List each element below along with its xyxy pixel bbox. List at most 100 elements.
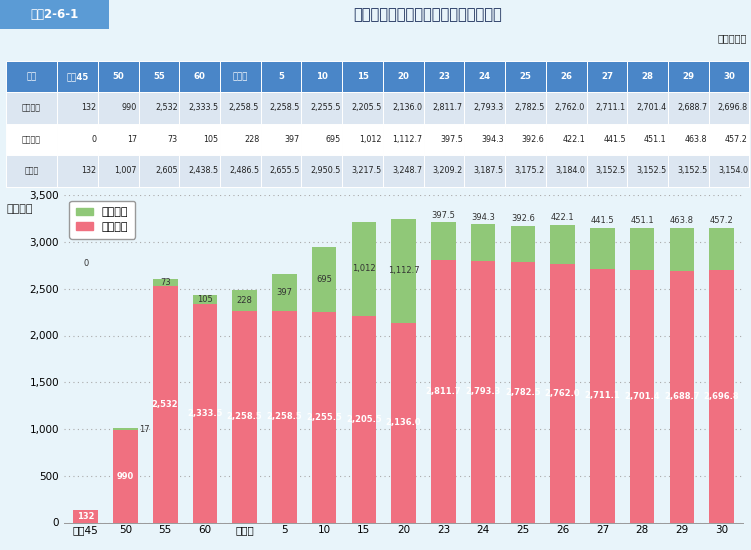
Bar (587, 92, 627, 124)
Text: 2,486.5: 2,486.5 (229, 166, 259, 175)
Bar (587, 155, 627, 186)
Text: 29: 29 (683, 72, 695, 81)
Bar (113, 430, 137, 522)
Text: 17: 17 (140, 425, 150, 433)
Text: 73: 73 (160, 278, 170, 287)
Bar (668, 92, 709, 124)
Text: 20: 20 (397, 72, 409, 81)
Text: 695: 695 (316, 274, 332, 284)
Bar (464, 155, 505, 186)
Bar (220, 61, 261, 92)
Text: 3,175.2: 3,175.2 (514, 166, 544, 175)
Bar (192, 294, 217, 304)
Bar (424, 92, 464, 124)
Bar (505, 61, 546, 92)
Text: 3,184.0: 3,184.0 (555, 166, 585, 175)
Bar (630, 228, 654, 270)
Legend: 特別補助, 一般補助: 特別補助, 一般補助 (69, 201, 134, 239)
Bar (153, 286, 177, 522)
Text: 2,655.5: 2,655.5 (270, 166, 300, 175)
Bar (342, 92, 383, 124)
Bar (505, 155, 546, 186)
Text: 2,762.0: 2,762.0 (555, 103, 585, 112)
Bar (550, 264, 575, 522)
Text: 2,205.5: 2,205.5 (346, 415, 382, 424)
Bar (505, 92, 546, 124)
Text: 2,701.4: 2,701.4 (624, 392, 660, 401)
Bar (505, 124, 546, 155)
Bar (590, 269, 615, 522)
Bar (301, 124, 342, 155)
Bar (0, 0, 109, 29)
Text: 昭和45: 昭和45 (66, 72, 89, 81)
Text: 2,696.8: 2,696.8 (718, 103, 748, 112)
Text: 1,112.7: 1,112.7 (388, 266, 420, 275)
Bar (511, 226, 535, 262)
Text: 2,438.5: 2,438.5 (189, 166, 219, 175)
Text: 60: 60 (194, 72, 206, 81)
Text: 2,605: 2,605 (155, 166, 178, 175)
Bar (272, 311, 297, 522)
Text: 5: 5 (278, 72, 284, 81)
Bar (709, 155, 749, 186)
Text: 平成元: 平成元 (233, 72, 248, 81)
Bar (668, 155, 709, 186)
Text: 132: 132 (81, 166, 96, 175)
Bar (627, 124, 668, 155)
Text: 1,012: 1,012 (352, 265, 376, 273)
Bar (57, 124, 98, 155)
Bar (301, 61, 342, 92)
Text: 17: 17 (127, 135, 137, 144)
Text: 3,152.5: 3,152.5 (677, 166, 707, 175)
Bar (220, 155, 261, 186)
Text: 392.6: 392.6 (511, 214, 535, 223)
Bar (587, 61, 627, 92)
Text: 2,255.5: 2,255.5 (306, 412, 342, 421)
Text: 2,793.3: 2,793.3 (473, 103, 504, 112)
Text: 422.1: 422.1 (562, 135, 585, 144)
Text: 397: 397 (276, 288, 292, 297)
Bar (57, 61, 98, 92)
Text: 3,248.7: 3,248.7 (392, 166, 422, 175)
Bar (6, 61, 57, 92)
Text: 合　計: 合 計 (25, 166, 38, 175)
Text: 30: 30 (723, 72, 735, 81)
Bar (138, 92, 179, 124)
Bar (464, 124, 505, 155)
Text: 2,258.5: 2,258.5 (270, 103, 300, 112)
Bar (192, 304, 217, 522)
Text: 55: 55 (153, 72, 164, 81)
Text: 132: 132 (77, 512, 95, 521)
Text: 一般補助: 一般補助 (22, 103, 41, 112)
Text: 2,258.5: 2,258.5 (227, 412, 263, 421)
Text: 3,187.5: 3,187.5 (473, 166, 504, 175)
Text: 単位：億円: 単位：億円 (718, 34, 747, 43)
Text: 15: 15 (357, 72, 369, 81)
Text: 0: 0 (83, 258, 89, 267)
Text: 3,217.5: 3,217.5 (351, 166, 382, 175)
Bar (301, 92, 342, 124)
Bar (113, 428, 137, 430)
Bar (179, 124, 220, 155)
Bar (670, 228, 694, 271)
Text: 24: 24 (478, 72, 491, 81)
Bar (424, 155, 464, 186)
Text: 26: 26 (560, 72, 572, 81)
Bar (471, 224, 496, 261)
Bar (261, 155, 301, 186)
Bar (546, 92, 587, 124)
Text: 73: 73 (167, 135, 178, 144)
Text: 397.5: 397.5 (440, 135, 463, 144)
Bar (431, 222, 456, 260)
Text: 年度: 年度 (26, 72, 37, 81)
Text: 3,154.0: 3,154.0 (718, 166, 748, 175)
Text: 2,701.4: 2,701.4 (636, 103, 667, 112)
Text: 50: 50 (113, 72, 124, 81)
Bar (98, 92, 138, 124)
Bar (627, 92, 668, 124)
Bar (312, 312, 336, 522)
Bar (550, 225, 575, 264)
Text: 1,007: 1,007 (115, 166, 137, 175)
Bar (391, 219, 416, 323)
Bar (546, 61, 587, 92)
